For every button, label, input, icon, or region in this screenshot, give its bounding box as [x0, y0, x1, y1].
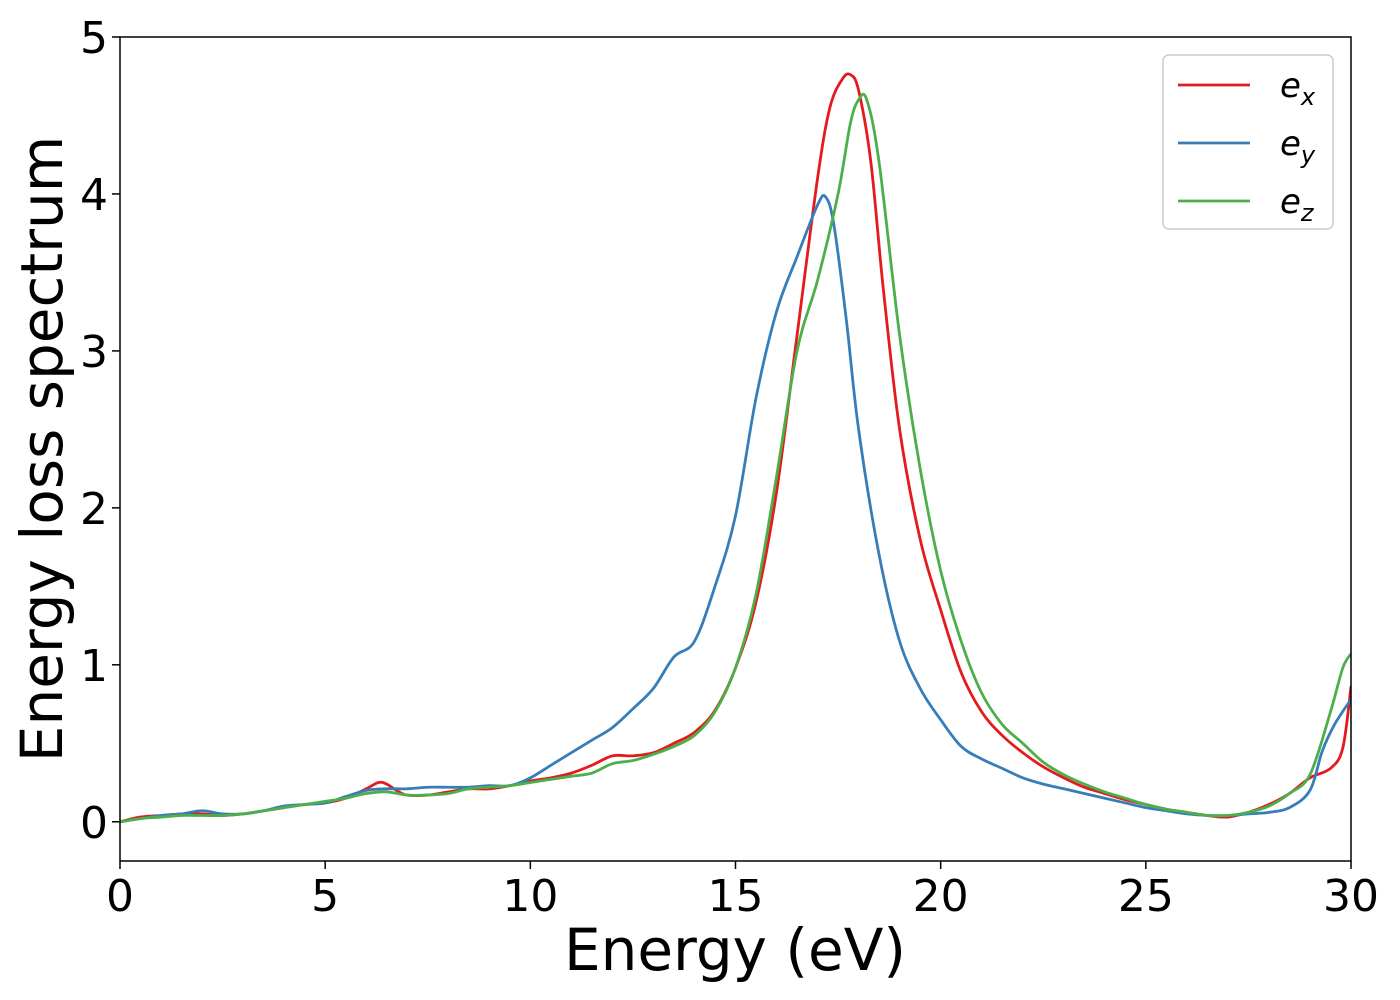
series-line-ey: [120, 194, 1351, 824]
x-tick-label: 25: [1118, 871, 1174, 922]
x-tick-label: 20: [913, 871, 969, 922]
x-axis-title: Energy (eV): [564, 916, 906, 984]
x-tick-label: 30: [1323, 871, 1379, 922]
y-axis-ticks: 0 1 2 3 4 5: [80, 13, 120, 849]
y-tick-label: 4: [80, 170, 108, 221]
series-line-ez: [120, 92, 1351, 824]
x-tick-label: 15: [708, 871, 764, 922]
y-tick-label: 5: [80, 13, 108, 64]
x-tick-label: 5: [311, 871, 339, 922]
y-tick-label: 3: [80, 327, 108, 378]
legend-item-ey: ey: [1178, 124, 1316, 169]
y-tick-label: 2: [80, 484, 108, 535]
y-axis-title: Energy loss spectrum: [8, 136, 76, 762]
x-tick-label: 10: [502, 871, 558, 922]
x-axis-ticks: 0 5 10 15 20 25 30: [106, 861, 1379, 922]
series-curves: [120, 72, 1351, 824]
y-tick-label: 1: [80, 641, 108, 692]
y-tick-label: 0: [80, 798, 108, 849]
x-tick-label: 0: [106, 871, 134, 922]
